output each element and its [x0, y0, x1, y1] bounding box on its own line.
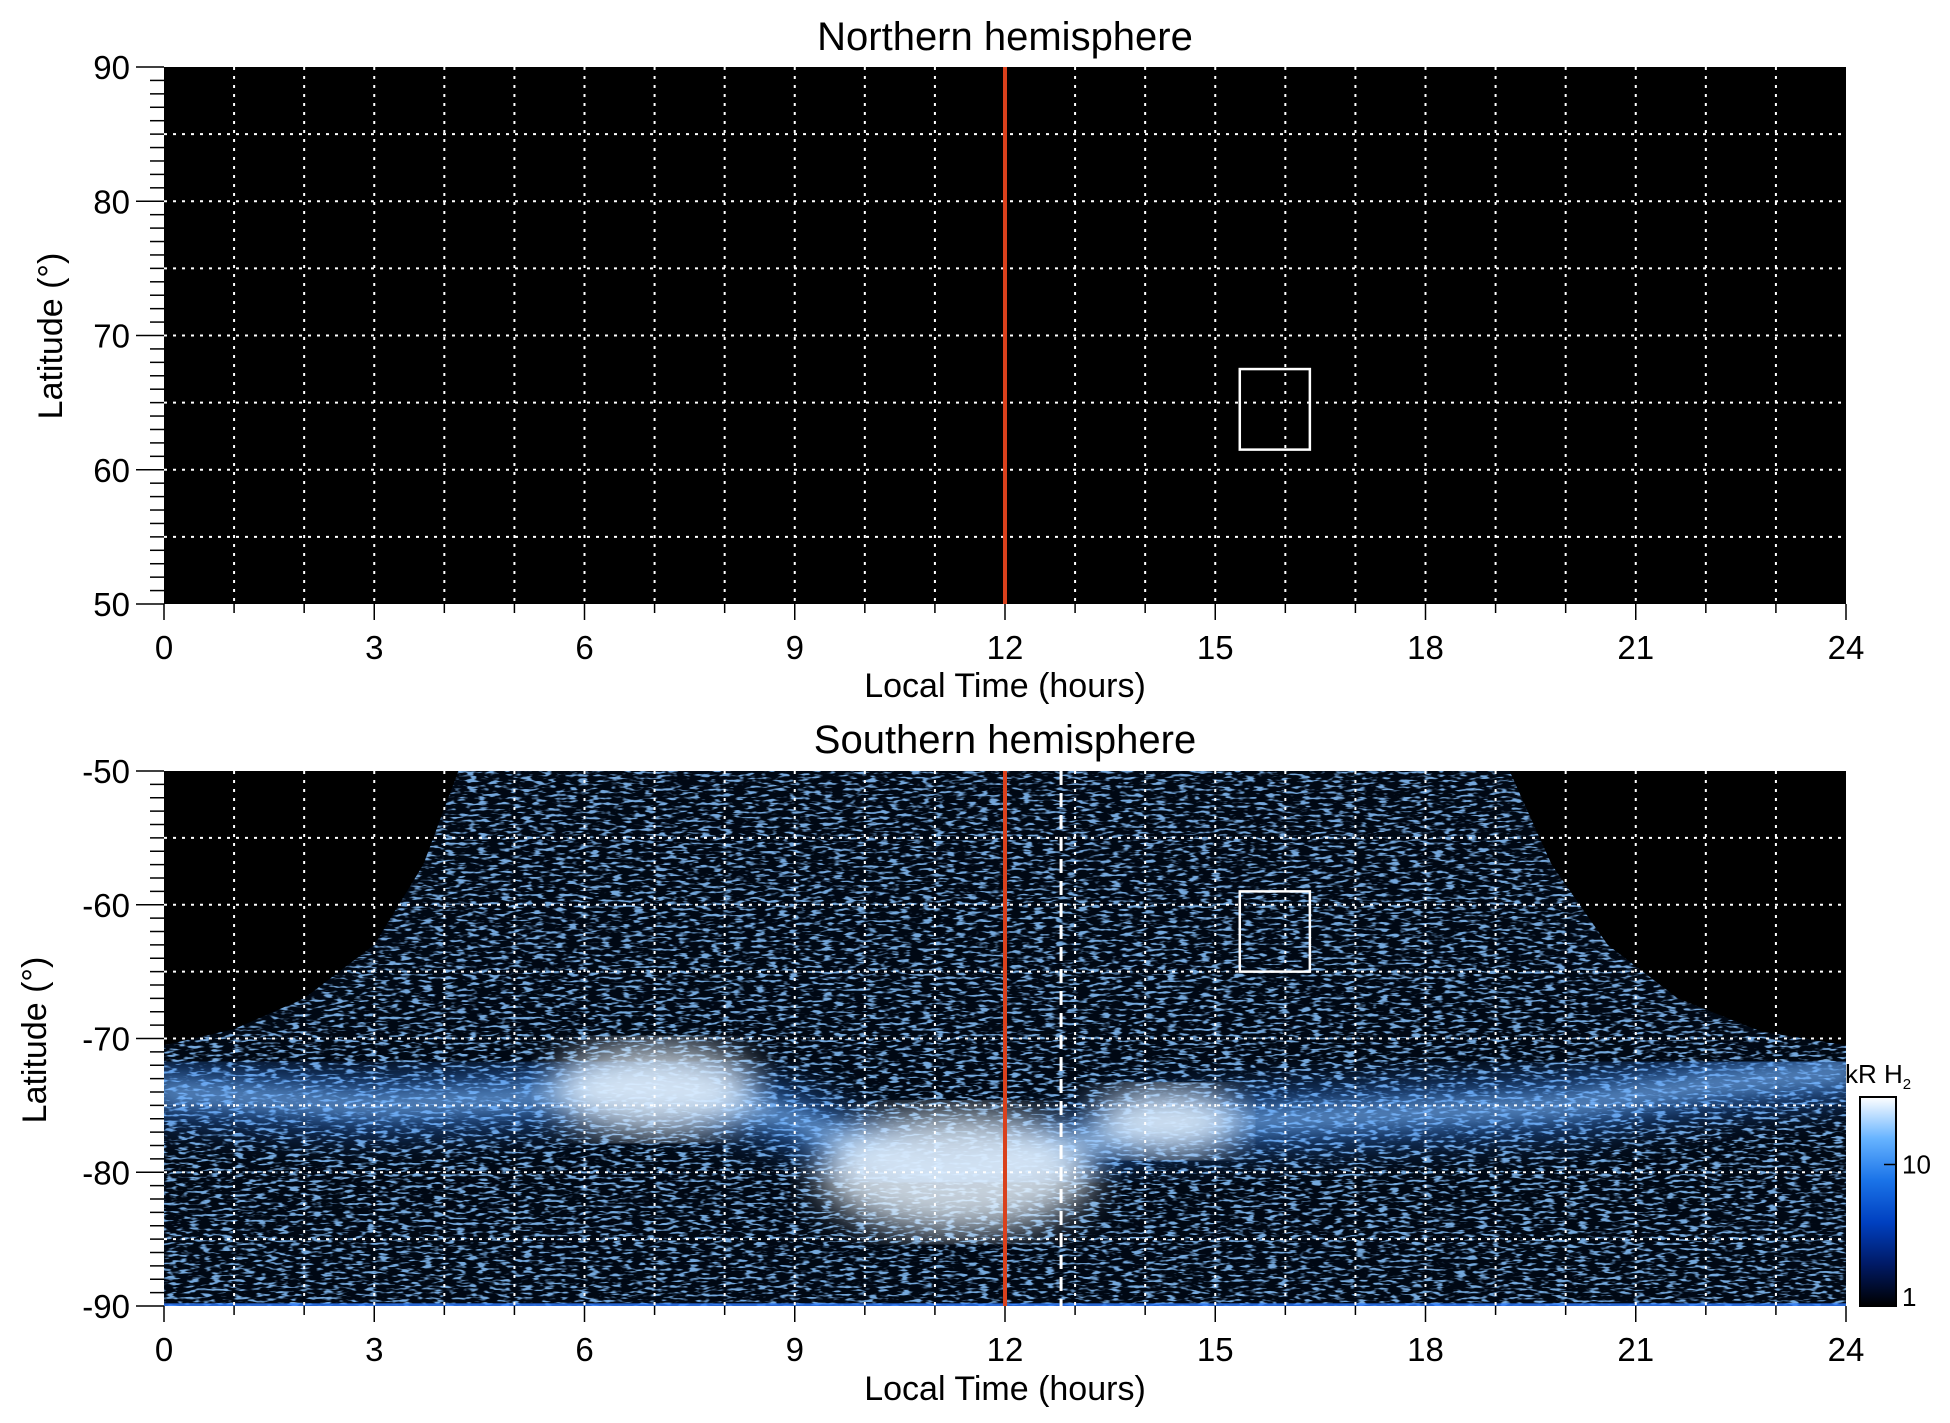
x-tick-label: 15 — [1197, 629, 1234, 666]
y-tick-label: 80 — [93, 183, 130, 220]
x-tick-label: 12 — [987, 1331, 1024, 1368]
x-tick-label: 21 — [1617, 629, 1654, 666]
south-y-axis-label: Latitude (°) — [16, 957, 54, 1124]
bright-spot-3 — [1091, 1088, 1241, 1154]
south-y-tick-labels: -50 -60 -70 -80 -90 — [82, 753, 130, 1325]
north-x-tick-labels: 0 3 6 9 12 15 18 21 24 — [155, 629, 1865, 666]
colorbar: kR H2 1 10 — [1845, 1059, 1931, 1312]
south-title: Southern hemisphere — [814, 718, 1196, 762]
north-y-tick-labels: 90 80 70 60 50 — [93, 49, 130, 623]
colorbar-tick-label: 1 — [1902, 1282, 1916, 1312]
x-tick-label: 18 — [1407, 629, 1444, 666]
x-tick-label: 6 — [575, 629, 593, 666]
x-tick-label: 3 — [365, 629, 383, 666]
colorbar-tick-label: 10 — [1902, 1150, 1931, 1180]
x-tick-label: 6 — [575, 1331, 593, 1368]
x-tick-label: 9 — [786, 629, 804, 666]
north-title: Northern hemisphere — [817, 15, 1193, 59]
colorbar-label-subscript: 2 — [1903, 1076, 1911, 1093]
y-tick-label: 50 — [93, 586, 130, 623]
x-tick-label: 12 — [987, 629, 1024, 666]
y-tick-label: 70 — [93, 318, 130, 355]
x-tick-label: 24 — [1828, 1331, 1865, 1368]
x-tick-label: 0 — [155, 1331, 173, 1368]
y-tick-label: 90 — [93, 49, 130, 86]
y-tick-label: -80 — [82, 1154, 130, 1191]
north-axis-ticks — [136, 66, 1847, 620]
north-y-axis-label: Latitude (°) — [32, 253, 70, 420]
bright-spot-2 — [552, 1044, 757, 1135]
x-tick-label: 15 — [1197, 1331, 1234, 1368]
south-grid — [164, 771, 1846, 1306]
y-tick-label: 60 — [93, 452, 130, 489]
colorbar-gradient — [1859, 1096, 1897, 1307]
south-box — [1238, 890, 1312, 973]
x-tick-label: 0 — [155, 629, 173, 666]
x-tick-label: 18 — [1407, 1331, 1444, 1368]
x-tick-label: 21 — [1617, 1331, 1654, 1368]
north-grid — [164, 67, 1846, 604]
y-tick-label: -90 — [82, 1288, 130, 1325]
x-tick-label: 9 — [786, 1331, 804, 1368]
south-x-tick-labels: 0 3 6 9 12 15 18 21 24 — [155, 1331, 1865, 1368]
x-tick-label: 3 — [365, 1331, 383, 1368]
south-x-axis-label: Local Time (hours) — [864, 1370, 1146, 1408]
north-panel: Northern hemisphere 0 3 6 9 12 15 18 21 24 90 80 7… — [32, 15, 1864, 705]
y-tick-label: -60 — [82, 887, 130, 924]
south-axis-ticks — [136, 770, 1847, 1322]
y-tick-label: -70 — [82, 1021, 130, 1058]
colorbar-label: kR H2 — [1845, 1059, 1911, 1093]
north-box — [1238, 367, 1312, 451]
north-x-axis-label: Local Time (hours) — [864, 667, 1146, 705]
bright-spot-1 — [818, 1112, 1094, 1233]
x-tick-label: 24 — [1828, 629, 1865, 666]
y-tick-label: -50 — [82, 753, 130, 790]
colorbar-ticks: 1 10 — [1884, 1150, 1931, 1312]
colorbar-label-main: kR H — [1845, 1059, 1903, 1089]
south-panel: Southern hemisphere 0 3 6 9 12 15 18 21 24 -50-6… — [16, 718, 1931, 1408]
